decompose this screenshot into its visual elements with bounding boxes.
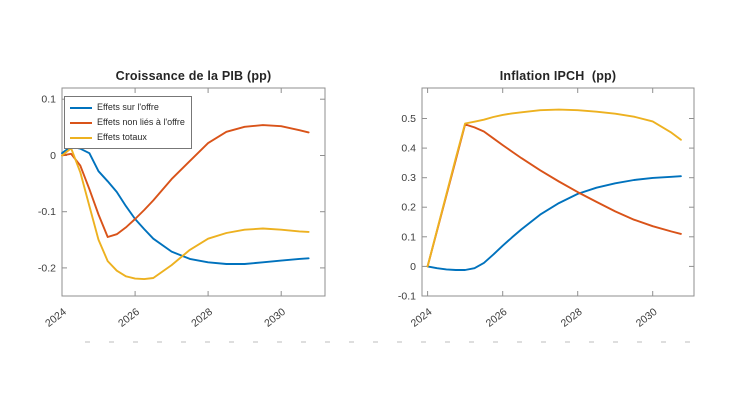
y-tick-label: 0.3 — [401, 172, 416, 184]
y-tick-label: -0.1 — [398, 291, 416, 303]
gdp-growth-chart: 2024 2026 2028 2030 0.1 0 -0.1 -0.2 — [38, 87, 326, 330]
x-tick-label: 2030 — [262, 306, 288, 330]
caption-artifact — [85, 341, 690, 343]
x-tick-label: 2024 — [409, 306, 435, 330]
legend-item: Effets non liés à l'offre — [70, 115, 185, 130]
y-tick-label: 0 — [410, 261, 416, 273]
legend-item-label: Effets totaux — [97, 132, 147, 142]
legend-item: Effets sur l'offre — [70, 100, 185, 115]
series-line-1 — [61, 124, 310, 238]
x-tick-label: 2028 — [189, 306, 215, 330]
legend-line-sample — [70, 106, 92, 109]
series-line-0 — [61, 145, 310, 265]
plot-box — [61, 87, 326, 297]
y-tick-label: 0.4 — [401, 143, 416, 155]
legend-item: Effets totaux — [70, 130, 185, 145]
x-tick-label: 2026 — [116, 306, 142, 330]
legend-item-label: Effets sur l'offre — [97, 102, 159, 112]
y-tick-label: 0.5 — [401, 113, 416, 125]
x-tick-label: 2028 — [559, 306, 585, 330]
series-line-2 — [61, 147, 310, 281]
y-tick-label: 0.1 — [401, 231, 416, 243]
y-tick-label: 0.1 — [41, 94, 56, 106]
legend-item-label: Effets non liés à l'offre — [97, 117, 185, 127]
legend-line-sample — [70, 121, 92, 124]
y-tick-label: -0.1 — [38, 206, 56, 218]
legend: Effets sur l'offre Effets non liés à l'of… — [64, 96, 192, 149]
legend-line-sample — [70, 136, 92, 139]
chart-title-inflation: Inflation IPCH (pp) — [499, 69, 617, 83]
series-line-0 — [426, 175, 682, 271]
series-line-2 — [426, 108, 682, 268]
series-line-1 — [426, 123, 682, 268]
x-tick-label: 2030 — [634, 306, 660, 330]
plot-box — [421, 87, 695, 297]
inflation-chart: 2024 2026 2028 2030 0.5 0.4 0.3 0.2 0.1 0 -0.1 — [398, 87, 695, 330]
chart-title-gdp-growth: Croissance de la PIB (pp) — [115, 69, 272, 83]
y-tick-label: 0 — [50, 150, 56, 162]
x-tick-label: 2026 — [484, 306, 510, 330]
y-tick-label: 0.2 — [401, 202, 416, 214]
x-tick-label: 2024 — [43, 306, 69, 330]
y-tick-label: -0.2 — [38, 262, 56, 274]
